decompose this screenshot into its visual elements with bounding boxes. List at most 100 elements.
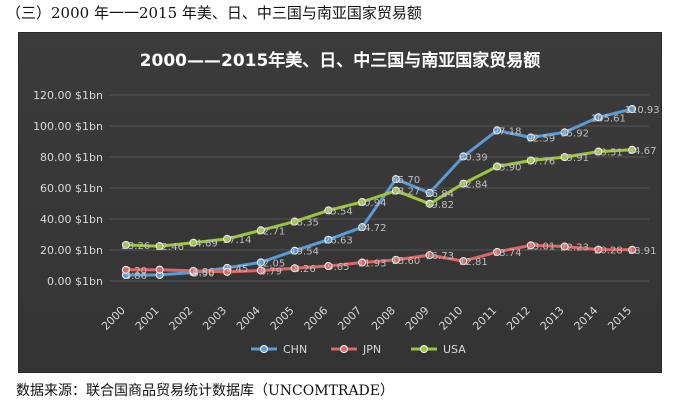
- data-point-usa: [459, 179, 468, 188]
- x-tick-label: 2008: [369, 304, 398, 333]
- data-label-jpn: 9.65: [327, 262, 349, 273]
- x-tick-label: 2012: [504, 304, 533, 333]
- data-label-usa: 84.67: [628, 146, 657, 157]
- data-point-usa: [391, 186, 400, 195]
- data-point-jpn: [391, 255, 400, 264]
- data-point-chn: [493, 126, 502, 135]
- data-point-chn: [290, 246, 299, 255]
- data-label-jpn: 18.91: [628, 246, 657, 257]
- x-tick-label: 2015: [605, 304, 634, 333]
- data-point-jpn: [256, 266, 265, 275]
- series-line-usa: [125, 148, 633, 248]
- data-point-usa: [189, 238, 198, 247]
- data-label-usa: 38.35: [290, 218, 319, 229]
- data-label-jpn: 18.74: [493, 248, 522, 259]
- legend-label-jpn: JPN: [362, 343, 381, 356]
- data-point-chn: [425, 188, 434, 197]
- data-point-jpn: [459, 257, 468, 266]
- data-point-jpn: [290, 264, 299, 273]
- data-point-jpn: [358, 258, 367, 267]
- data-label-jpn: 8.26: [293, 264, 315, 275]
- data-label-usa: 79.91: [560, 153, 589, 164]
- source-note: 数据来源：联合国商品贸易统计数据库（UNCOMTRADE）: [16, 383, 395, 399]
- data-label-jpn: 16.73: [425, 251, 454, 262]
- data-point-jpn: [324, 262, 333, 271]
- data-label-chn: 12.05: [257, 258, 286, 269]
- y-tick-label: 120.00 $1bn: [33, 89, 103, 102]
- data-point-jpn: [425, 251, 434, 260]
- data-label-usa: 83.51: [594, 148, 623, 159]
- y-tick-label: 60.00 $1bn: [40, 182, 103, 195]
- chart-title: 2000——2015年美、日、中三国与南亚国家贸易额: [140, 50, 541, 71]
- data-point-usa: [493, 162, 502, 171]
- data-label-jpn: 22.23: [560, 243, 589, 254]
- data-point-usa: [121, 240, 130, 249]
- data-label-chn: 65.70: [392, 175, 421, 186]
- data-label-chn: 95.92: [560, 128, 589, 139]
- data-point-usa: [358, 198, 367, 207]
- x-tick-label: 2004: [234, 304, 263, 333]
- data-point-usa: [324, 206, 333, 215]
- data-label-jpn: 11.93: [358, 259, 387, 270]
- data-point-jpn: [526, 241, 535, 250]
- data-label-chn: 34.72: [358, 223, 387, 234]
- data-point-jpn: [628, 245, 637, 254]
- data-label-chn: 105.61: [591, 113, 626, 124]
- x-tick-label: 2006: [302, 304, 331, 333]
- y-tick-label: 0.00 $1bn: [47, 275, 103, 288]
- x-tick-label: 2009: [403, 304, 432, 333]
- data-label-chn: 80.39: [459, 152, 488, 163]
- data-label-jpn: 5.86: [192, 267, 214, 278]
- legend-marker-jpn: [340, 345, 348, 353]
- line-chart: 2000——2015年美、日、中三国与南亚国家贸易额 0.00 $1bn 20.00…: [33, 50, 660, 356]
- legend-marker-chn: [260, 345, 268, 353]
- data-point-chn: [594, 113, 603, 122]
- data-point-jpn: [189, 266, 198, 275]
- data-label-usa: 49.82: [425, 200, 454, 211]
- data-point-jpn: [223, 267, 232, 276]
- x-tick-label: 2000: [99, 304, 128, 333]
- data-point-chn: [391, 175, 400, 184]
- data-label-usa: 50.94: [358, 198, 387, 209]
- data-point-usa: [155, 242, 164, 251]
- data-point-jpn: [493, 247, 502, 256]
- data-label-jpn: 6.79: [260, 266, 282, 277]
- legend-label-usa: USA: [443, 343, 466, 356]
- data-label-usa: 73.90: [493, 162, 522, 173]
- data-label-jpn: 23.01: [527, 241, 556, 252]
- data-point-usa: [425, 199, 434, 208]
- data-label-chn: 97.18: [493, 126, 522, 137]
- data-point-chn: [628, 105, 637, 114]
- data-label-usa: 24.69: [189, 239, 218, 250]
- data-point-chn: [526, 133, 535, 142]
- y-tick-label: 20.00 $1bn: [40, 244, 103, 257]
- data-point-chn: [459, 152, 468, 161]
- data-label-jpn: 13.60: [392, 256, 421, 267]
- y-tick-label: 40.00 $1bn: [40, 213, 103, 226]
- data-label-usa: 62.84: [459, 180, 488, 191]
- data-point-usa: [223, 234, 232, 243]
- data-label-chn: 3.86: [125, 271, 147, 282]
- x-tick-label: 2013: [538, 304, 567, 333]
- legend-label-chn: CHN: [283, 343, 307, 356]
- x-tick-label: 2002: [167, 304, 196, 333]
- y-tick-label: 100.00 $1bn: [33, 120, 103, 133]
- data-label-chn: 26.63: [324, 236, 353, 247]
- data-label-jpn: 7.20: [125, 266, 147, 277]
- series-line-jpn: [125, 243, 633, 274]
- data-point-chn: [560, 128, 569, 137]
- data-label-usa: 22.46: [155, 242, 184, 253]
- data-label-chn: 110.93: [625, 105, 660, 116]
- page-heading: （三）2000 年一一2015 年美、日、中三国与南亚国家贸易额: [6, 4, 422, 22]
- data-point-jpn: [121, 265, 130, 274]
- data-point-usa: [526, 156, 535, 165]
- data-label-usa: 45.54: [324, 206, 353, 217]
- data-point-usa: [628, 145, 637, 154]
- data-label-usa: 23.26: [122, 241, 151, 252]
- data-point-usa: [256, 226, 265, 235]
- x-tick-label: 2014: [572, 304, 601, 333]
- x-tick-label: 2007: [335, 304, 364, 333]
- data-label-jpn: 20.28: [594, 246, 623, 257]
- data-label-jpn: 12.81: [459, 257, 488, 268]
- data-point-chn: [324, 235, 333, 244]
